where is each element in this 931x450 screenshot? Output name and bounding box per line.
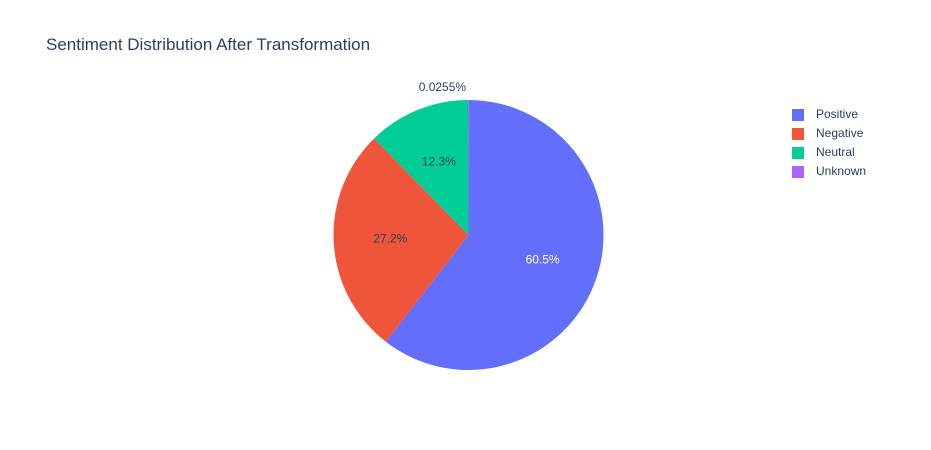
slice-label-negative: 27.2%	[373, 232, 407, 246]
legend-swatch-unknown	[792, 166, 804, 178]
legend-swatch-negative	[792, 128, 804, 140]
legend: Positive Negative Neutral Unknown	[792, 107, 866, 178]
legend-label-unknown: Unknown	[816, 164, 866, 178]
chart-title: Sentiment Distribution After Transformat…	[46, 35, 370, 54]
pie-slice-labels: 60.5% 27.2% 12.3% 0.0255%	[373, 80, 560, 266]
pie-slice-negative[interactable]	[333, 138, 469, 342]
pie-slices	[333, 100, 604, 370]
legend-item-negative[interactable]: Negative	[792, 126, 864, 140]
legend-label-negative: Negative	[816, 126, 864, 140]
slice-label-neutral: 12.3%	[422, 155, 456, 169]
legend-swatch-neutral	[792, 147, 804, 159]
legend-label-neutral: Neutral	[816, 145, 855, 159]
slice-label-unknown: 0.0255%	[419, 80, 467, 94]
pie-slice-neutral[interactable]	[374, 100, 469, 235]
pie-slice-positive[interactable]	[385, 100, 604, 370]
legend-swatch-positive	[792, 109, 804, 121]
legend-item-positive[interactable]: Positive	[792, 107, 858, 121]
legend-item-neutral[interactable]: Neutral	[792, 145, 855, 159]
legend-label-positive: Positive	[816, 107, 858, 121]
slice-label-positive: 60.5%	[526, 252, 560, 266]
legend-item-unknown[interactable]: Unknown	[792, 164, 866, 178]
